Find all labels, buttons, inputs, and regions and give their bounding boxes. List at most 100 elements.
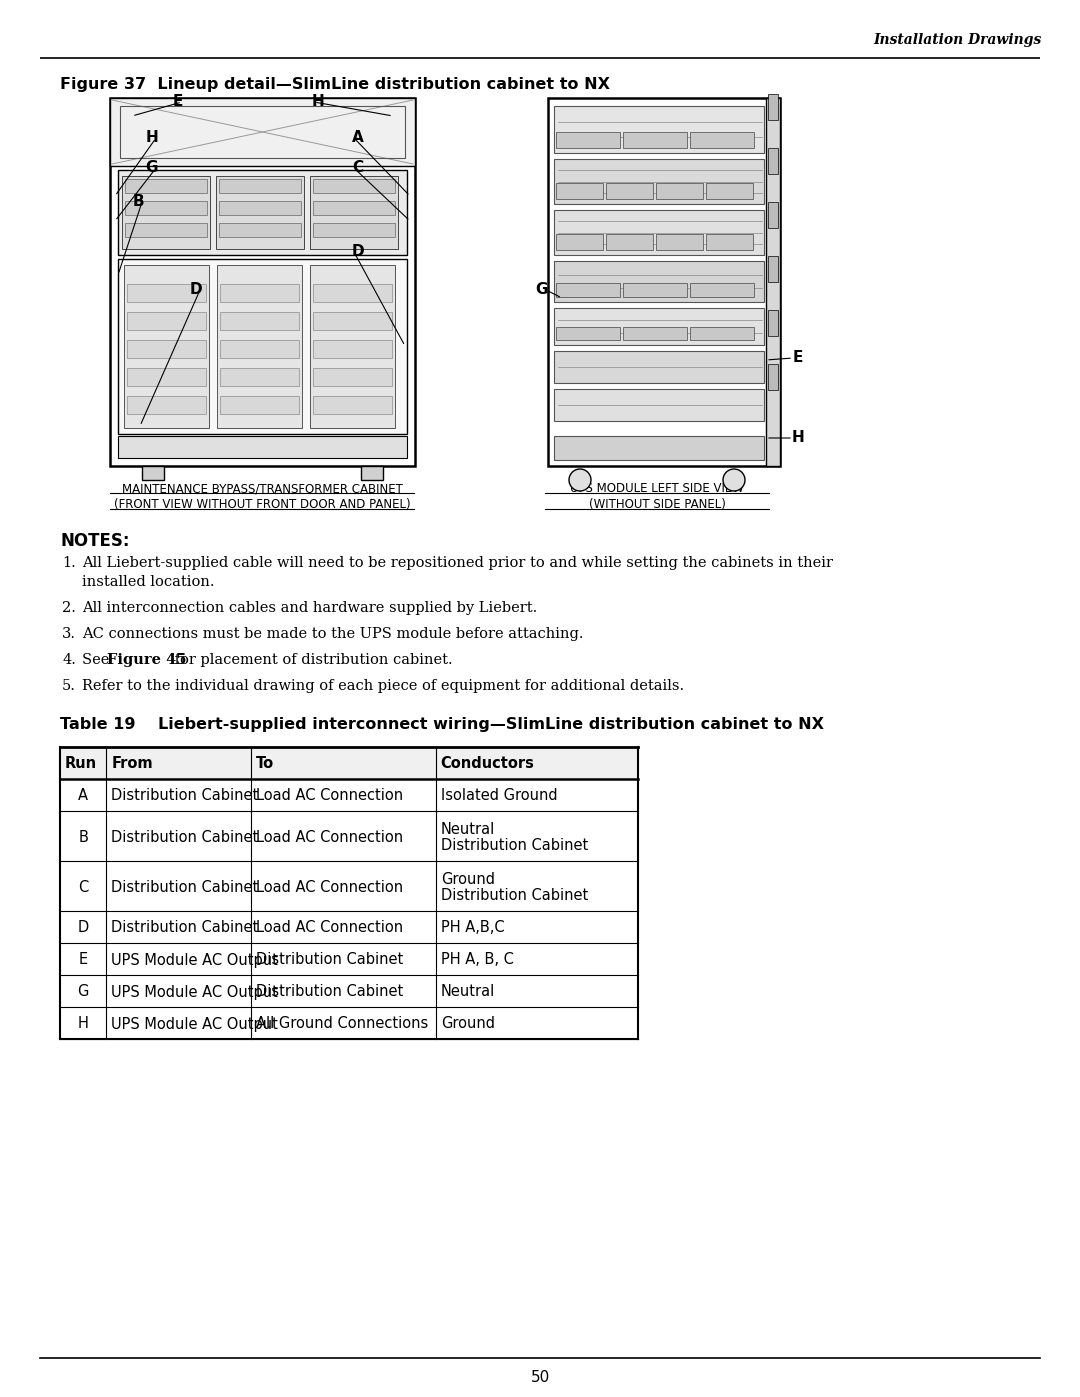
Text: 50: 50 — [530, 1370, 550, 1386]
Text: G: G — [536, 282, 549, 298]
Text: B: B — [132, 194, 144, 210]
Bar — [768, 203, 778, 228]
Text: UPS Module AC Output: UPS Module AC Output — [111, 953, 279, 968]
Text: MAINTENANCE BYPASS/TRANSFORMER CABINET: MAINTENANCE BYPASS/TRANSFORMER CABINET — [122, 482, 403, 495]
Text: Isolated Ground: Isolated Ground — [441, 788, 557, 803]
Bar — [606, 235, 653, 250]
Bar — [313, 312, 392, 330]
Bar — [220, 339, 299, 358]
Bar — [60, 747, 637, 780]
Text: Refer to the individual drawing of each piece of equipment for additional detail: Refer to the individual drawing of each … — [82, 679, 684, 693]
Text: A: A — [352, 130, 364, 145]
Text: From: From — [111, 757, 153, 771]
Text: To: To — [256, 757, 274, 771]
Bar — [310, 265, 395, 427]
Bar — [554, 388, 764, 420]
Bar — [118, 436, 407, 458]
Text: All Liebert-supplied cable will need to be repositioned prior to and while setti: All Liebert-supplied cable will need to … — [82, 556, 833, 570]
Bar — [118, 170, 407, 256]
Bar — [706, 183, 753, 198]
Text: Run: Run — [65, 757, 97, 771]
Bar — [361, 467, 383, 481]
Text: Load AC Connection: Load AC Connection — [256, 788, 403, 803]
Bar — [554, 106, 764, 154]
Bar — [216, 176, 303, 249]
Text: 5.: 5. — [63, 679, 76, 693]
Text: All interconnection cables and hardware supplied by Liebert.: All interconnection cables and hardware … — [82, 601, 537, 615]
Bar — [556, 131, 620, 148]
Bar — [220, 284, 299, 302]
Bar — [606, 183, 653, 198]
Bar — [122, 176, 210, 249]
Bar — [219, 179, 301, 193]
Bar — [556, 235, 603, 250]
Bar — [313, 201, 395, 215]
Bar — [120, 106, 405, 158]
Text: Conductors: Conductors — [441, 757, 535, 771]
Bar — [125, 224, 207, 237]
Text: installed location.: installed location. — [82, 576, 215, 590]
Bar — [554, 351, 764, 383]
Text: 4.: 4. — [63, 652, 76, 666]
Bar — [623, 284, 687, 298]
Bar — [548, 98, 780, 467]
Bar — [127, 339, 206, 358]
Text: Load AC Connection: Load AC Connection — [256, 921, 403, 936]
Text: Distribution Cabinet: Distribution Cabinet — [441, 837, 588, 852]
Text: E: E — [793, 351, 804, 366]
Text: UPS MODULE LEFT SIDE VIEW: UPS MODULE LEFT SIDE VIEW — [570, 482, 744, 495]
Bar — [217, 265, 302, 427]
Bar — [220, 395, 299, 414]
Bar — [313, 395, 392, 414]
Bar — [219, 201, 301, 215]
Bar — [220, 367, 299, 386]
Bar — [313, 224, 395, 237]
Bar — [656, 235, 703, 250]
Text: G: G — [78, 985, 89, 999]
Bar — [554, 307, 764, 345]
Text: Table 19    Liebert-supplied interconnect wiring—SlimLine distribution cabinet t: Table 19 Liebert-supplied interconnect w… — [60, 717, 824, 732]
Bar — [141, 467, 164, 481]
Bar — [554, 436, 764, 460]
Text: UPS Module AC Output: UPS Module AC Output — [111, 985, 279, 999]
Text: (FRONT VIEW WITHOUT FRONT DOOR AND PANEL): (FRONT VIEW WITHOUT FRONT DOOR AND PANEL… — [113, 497, 410, 511]
Bar — [313, 339, 392, 358]
Text: AC connections must be made to the UPS module before attaching.: AC connections must be made to the UPS m… — [82, 627, 583, 641]
Text: B: B — [78, 830, 89, 845]
Text: E: E — [79, 953, 87, 968]
Text: E: E — [173, 95, 184, 109]
Text: All Ground Connections: All Ground Connections — [256, 1017, 428, 1031]
Bar — [110, 98, 415, 467]
Text: G: G — [146, 161, 159, 176]
Bar — [623, 327, 687, 339]
Text: C: C — [78, 880, 89, 894]
Bar — [313, 179, 395, 193]
Bar — [768, 94, 778, 120]
Text: Ground: Ground — [441, 872, 495, 887]
Text: Installation Drawings: Installation Drawings — [874, 34, 1042, 47]
Text: Figure 45: Figure 45 — [107, 652, 187, 666]
Text: Distribution Cabinet: Distribution Cabinet — [111, 880, 258, 894]
Bar — [768, 310, 778, 337]
Bar — [706, 235, 753, 250]
Text: Neutral: Neutral — [441, 985, 495, 999]
Bar — [220, 312, 299, 330]
Bar — [766, 98, 780, 467]
Bar — [556, 327, 620, 339]
Text: D: D — [190, 282, 202, 298]
Text: 2.: 2. — [63, 601, 76, 615]
Text: for placement of distribution cabinet.: for placement of distribution cabinet. — [170, 652, 453, 666]
Bar — [768, 148, 778, 175]
Bar — [690, 327, 754, 339]
Bar — [313, 284, 392, 302]
Bar — [310, 176, 399, 249]
Text: UPS Module AC Output: UPS Module AC Output — [111, 1017, 279, 1031]
Text: (WITHOUT SIDE PANEL): (WITHOUT SIDE PANEL) — [589, 497, 726, 511]
Text: Figure 37  Lineup detail—SlimLine distribution cabinet to NX: Figure 37 Lineup detail—SlimLine distrib… — [60, 77, 610, 91]
Text: D: D — [78, 921, 89, 936]
Bar — [623, 131, 687, 148]
Text: Distribution Cabinet: Distribution Cabinet — [111, 788, 258, 803]
Bar — [690, 131, 754, 148]
Text: Distribution Cabinet: Distribution Cabinet — [111, 830, 258, 845]
Bar — [127, 395, 206, 414]
